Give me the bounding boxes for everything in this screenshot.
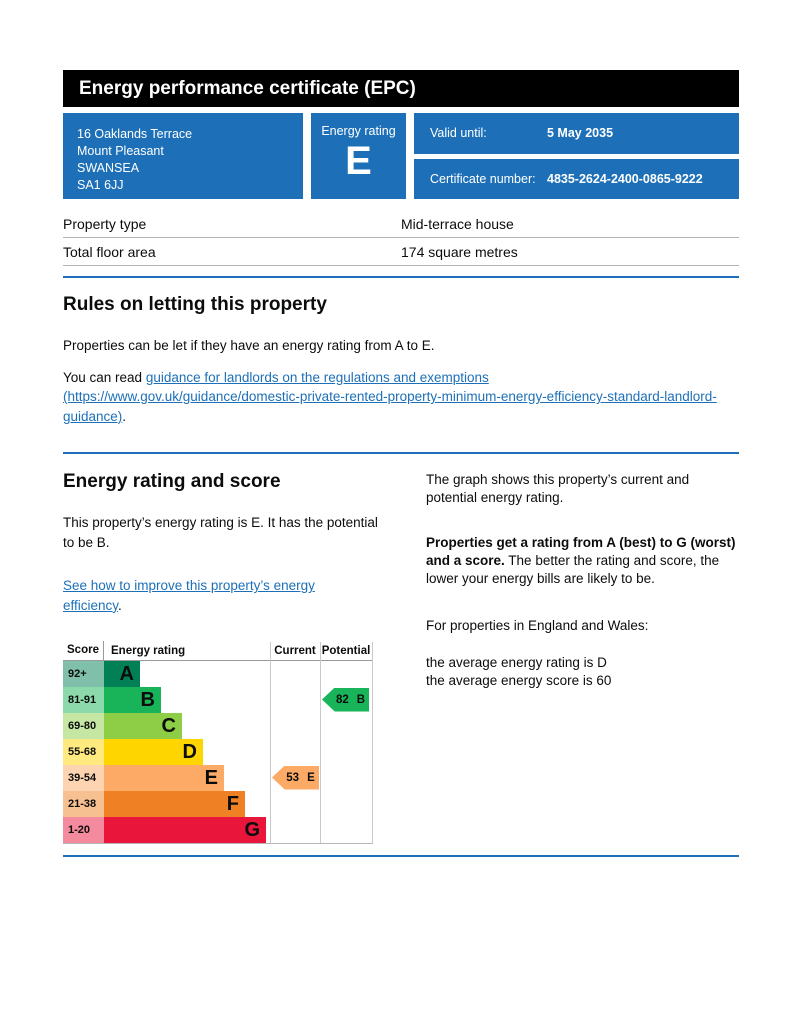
certificate-number-value: 4835-2624-2400-0865-9222 — [547, 171, 703, 186]
chart-header-rating: Energy rating — [111, 644, 186, 657]
potential-rating-letter: B — [356, 693, 366, 706]
band-score-range: 1-20 — [63, 816, 104, 843]
england-wales-intro: For properties in England and Wales: — [426, 618, 649, 634]
address-line: 16 Oaklands Terrace — [77, 127, 193, 141]
row-label: Total floor area — [63, 244, 156, 260]
valid-until-label: Valid until: — [430, 126, 487, 141]
band-bar-f: F — [104, 790, 245, 817]
rules-heading: Rules on letting this property — [63, 294, 327, 315]
certificate-number-label: Certificate number: — [430, 171, 536, 186]
band-letter: D — [182, 740, 197, 763]
potential-rating-score: 82 — [335, 693, 349, 706]
section-divider — [63, 854, 739, 857]
average-rating-line: the average energy rating is D — [426, 654, 607, 670]
chart-potential-column-line — [320, 641, 321, 843]
band-letter: G — [244, 818, 260, 841]
rating-explanation: Properties get a rating from A (best) to… — [426, 534, 739, 589]
rules-paragraph: Properties can be let if they have an en… — [63, 338, 435, 353]
rating-band-row-g: 1-20 G — [63, 816, 373, 843]
page-title-text: Energy performance certificate (EPC) — [79, 78, 416, 99]
chart-header-current: Current — [274, 644, 316, 657]
rating-explanation-bold: Properties get a rating from A (best) to… — [426, 534, 736, 568]
current-rating-score: 53 — [286, 771, 300, 784]
improve-link-paragraph: See how to improve this property’s energ… — [63, 576, 358, 615]
band-score-range: 69-80 — [63, 712, 104, 739]
band-letter: A — [119, 662, 134, 685]
energy-rating-value: E — [345, 139, 372, 183]
landlord-guidance-link[interactable]: guidance for landlords on the regulation… — [63, 369, 717, 424]
rating-band-row-f: 21-38 F — [63, 790, 373, 817]
band-score-range: 92+ — [63, 660, 104, 687]
page-title: Energy performance certificate (EPC) — [63, 70, 739, 107]
rules-link-suffix: . — [122, 408, 127, 424]
band-bar-d: D — [104, 738, 203, 765]
band-bar-a: A — [104, 660, 140, 687]
band-score-range: 39-54 — [63, 764, 104, 791]
energy-rating-section: Energy rating and score This property’s … — [63, 471, 739, 844]
band-bar-e: E — [104, 764, 224, 791]
table-row: Property type Mid-terrace house — [63, 210, 739, 238]
chart-header-row: Score Energy rating Current Potential — [63, 641, 373, 661]
band-score-range: 55-68 — [63, 738, 104, 765]
chart-header-potential: Potential — [321, 644, 371, 657]
rating-heading: Energy rating and score — [63, 471, 281, 493]
rating-paragraph: This property’s energy rating is E. It h… — [63, 515, 378, 550]
chart-header-score: Score — [63, 641, 104, 660]
row-value: 174 square metres — [401, 244, 518, 260]
chart-current-column-line — [270, 641, 271, 843]
property-address: 16 Oaklands Terrace Mount Pleasant SWANSEA… — [63, 113, 303, 199]
rating-explanation-rest: The better the rating and score, the low… — [426, 552, 720, 587]
section-divider — [63, 276, 739, 278]
rules-link-paragraph: You can read guidance for landlords on t… — [63, 368, 723, 427]
rating-band-row-e: 39-54 E — [63, 764, 373, 791]
rating-left-column: Energy rating and score This property’s … — [63, 471, 403, 844]
rating-right-column: The graph shows this property’s current … — [426, 471, 739, 843]
band-letter: C — [161, 714, 176, 737]
summary-banner: 16 Oaklands Terrace Mount Pleasant SWANSEA… — [63, 113, 739, 199]
rating-band-row-b: 81-91 B — [63, 686, 373, 713]
property-details-table: Property type Mid-terrace house Total floo… — [63, 210, 739, 266]
band-score-range: 81-91 — [63, 686, 104, 713]
chart-right-border-line — [372, 641, 373, 843]
band-letter: E — [204, 766, 218, 789]
band-bar-g: G — [104, 816, 266, 843]
certificate-number-row: Certificate number: 4835-2624-2400-0865-… — [414, 158, 739, 199]
validity-panel: Valid until: 5 May 2035 Certificate numb… — [414, 113, 739, 199]
table-row: Total floor area 174 square metres — [63, 238, 739, 266]
average-score-line: the average energy score is 60 — [426, 672, 612, 688]
current-rating-letter: E — [307, 771, 315, 784]
improve-link-suffix: . — [118, 597, 122, 613]
graph-description: The graph shows this property’s current … — [426, 472, 690, 506]
band-bar-b: B — [104, 686, 161, 713]
valid-until-row: Valid until: 5 May 2035 — [414, 113, 739, 154]
improve-efficiency-link[interactable]: See how to improve this property’s energ… — [63, 578, 315, 613]
address-line: SA1 6JJ — [77, 177, 124, 192]
section-divider — [63, 452, 739, 455]
rating-band-row-c: 69-80 C — [63, 712, 373, 739]
average-stats: the average energy rating is D the avera… — [426, 654, 739, 690]
band-letter: B — [140, 688, 155, 711]
rules-link-prefix: You can read — [63, 369, 146, 385]
valid-until-value: 5 May 2035 — [547, 126, 614, 141]
row-value: Mid-terrace house — [401, 216, 514, 232]
band-score-range: 21-38 — [63, 790, 104, 817]
band-bar-c: C — [104, 712, 182, 739]
energy-rating-box: Energy rating E — [311, 113, 406, 199]
row-label: Property type — [63, 216, 147, 232]
rating-band-row-a: 92+ A — [63, 660, 373, 687]
energy-rating-label: Energy rating — [321, 124, 396, 138]
epc-document: Energy performance certificate (EPC) 16 … — [63, 0, 739, 857]
rating-band-row-d: 55-68 D — [63, 738, 373, 765]
energy-rating-chart: Score Energy rating Current Potential 92+ A 81… — [63, 641, 373, 844]
band-letter: F — [226, 792, 239, 815]
address-line: Mount Pleasant — [77, 143, 164, 158]
address-line: SWANSEA — [77, 160, 140, 175]
